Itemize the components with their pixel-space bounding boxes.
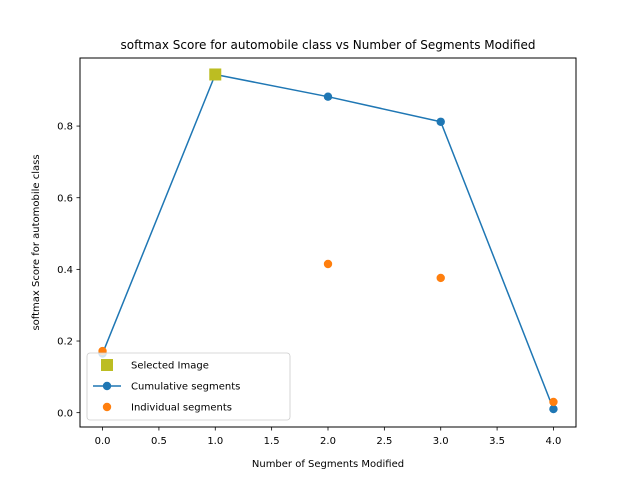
legend-label: Cumulative segments <box>131 382 240 393</box>
x-tick-label: 1.0 <box>207 436 223 447</box>
cumulative-segments-point <box>323 92 333 101</box>
x-tick-label: 1.5 <box>264 436 280 447</box>
y-tick-label: 0.6 <box>57 193 73 204</box>
legend-frame <box>86 352 291 421</box>
cumulative-segments-point <box>549 404 558 414</box>
y-axis: 0.0 0.2 0.4 0.6 0.8 <box>57 122 80 419</box>
chart-title: softmax Score for automobile class vs Nu… <box>121 38 536 52</box>
legend-marker-selected <box>101 359 113 371</box>
x-tick-label: 2.5 <box>376 436 392 447</box>
x-tick-label: 4.0 <box>546 436 562 447</box>
x-axis-label: Number of Segments Modified <box>252 459 404 470</box>
x-tick-label: 3.5 <box>489 436 505 447</box>
y-tick-label: 0.8 <box>57 122 73 133</box>
legend-label: Selected Image <box>131 361 209 372</box>
legend-marker-cumulative <box>102 381 112 391</box>
x-axis: 0.0 0.5 1.0 1.5 2.0 2.5 3.0 3.5 4.0 <box>95 427 562 447</box>
individual-segments-point <box>549 397 558 407</box>
cumulative-segments-point <box>436 117 445 126</box>
x-tick-label: 0.0 <box>95 436 111 447</box>
legend-marker-individual <box>102 402 112 412</box>
y-tick-label: 0.0 <box>57 408 73 419</box>
y-tick-label: 0.2 <box>57 337 73 348</box>
y-axis-label: softmax Score for automobile class <box>31 154 42 330</box>
legend-label: Individual segments <box>131 403 232 414</box>
individual-segments-point <box>323 259 333 269</box>
x-tick-label: 0.5 <box>151 436 167 447</box>
x-tick-label: 3.0 <box>433 436 449 447</box>
legend: Selected Image Cumulative segments Individ… <box>86 352 291 421</box>
x-tick-label: 2.0 <box>320 436 336 447</box>
selected-image-point <box>209 68 222 81</box>
y-tick-label: 0.4 <box>57 265 73 276</box>
individual-segments-point <box>436 273 445 283</box>
